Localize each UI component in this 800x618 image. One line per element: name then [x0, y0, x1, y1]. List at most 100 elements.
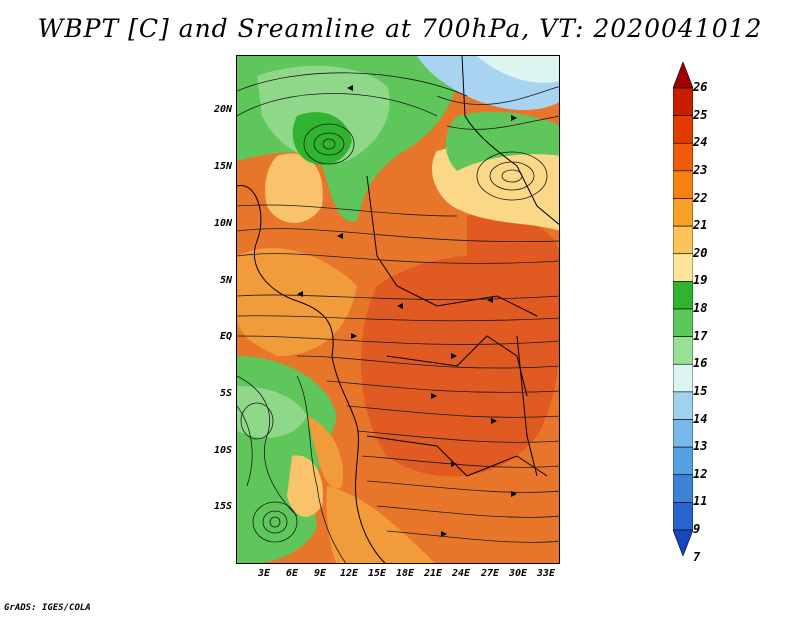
streamline: [386, 530, 559, 543]
streamline: [237, 93, 438, 117]
colorbar-label: 7: [693, 549, 701, 564]
colorbar-segment: [673, 336, 693, 365]
streamline-arrow: [511, 491, 517, 497]
streamline: [361, 455, 559, 468]
atlantic-coastline: [237, 185, 386, 563]
colorbar-label: 24: [693, 135, 708, 150]
streamline-arrow: [431, 393, 437, 399]
vortex-southwest: [252, 501, 298, 543]
vortex-northeast: [476, 151, 548, 201]
colorbar-label: 18: [693, 301, 708, 315]
central-border-a: [366, 175, 538, 317]
colorbar-segment: [673, 87, 693, 116]
colorbar-label: 21: [693, 218, 708, 233]
colorbar-segment: [673, 391, 693, 420]
colorbar: [673, 62, 693, 556]
northeast-border: [461, 56, 559, 225]
streamline-arrow: [397, 303, 403, 309]
streamline: [436, 86, 559, 105]
colorbar-segment: [673, 170, 693, 199]
colorbar-bottom-arrow: [673, 529, 693, 556]
lon-label-12e: 12E: [339, 568, 359, 579]
lat-label-20n: 20N: [213, 104, 232, 115]
colorbar-label: 13: [693, 439, 708, 454]
colorbar-segment: [673, 253, 693, 282]
map-title: WBPT [C] and Sreamline at 700hPa, VT: 20…: [37, 14, 763, 43]
colorbar-segment: [673, 198, 693, 227]
southern-border: [366, 435, 548, 477]
field-west-warm-zone: [237, 247, 357, 356]
streamline: [237, 405, 253, 487]
streamline: [237, 335, 559, 345]
vortex-west: [240, 402, 274, 440]
streamline-arrow: [441, 531, 447, 537]
streamline: [296, 355, 559, 369]
lat-label-15s: 15S: [213, 501, 232, 512]
lat-label-eq: EQ: [219, 331, 232, 342]
map-canvas: [237, 56, 559, 563]
field-core-zone: [360, 255, 559, 477]
colorbar-label: 14: [693, 411, 708, 426]
streamline: [237, 253, 559, 264]
streamline-arrow: [491, 418, 497, 424]
vortex-north-core: [322, 138, 336, 150]
vortex-north: [303, 123, 355, 165]
lon-label-6e: 6E: [285, 568, 299, 579]
streamline: [366, 480, 559, 493]
lon-label-18e: 18E: [395, 568, 415, 579]
wbpt-streamline-map: [236, 55, 560, 564]
colorbar-segment: [673, 419, 693, 448]
lat-label-10s: 10S: [213, 445, 232, 456]
streamline-arrow: [511, 115, 517, 121]
streamline-arrow: [347, 85, 353, 91]
colorbar-label: 22: [693, 190, 708, 205]
vortex-northeast-inner: [489, 161, 535, 191]
streamline-arrow: [337, 233, 343, 239]
field-ne-green-zone: [445, 111, 559, 171]
field-south-warm-zone: [326, 486, 435, 563]
field-sw-light-green: [237, 386, 307, 438]
lon-label-21e: 21E: [423, 568, 443, 579]
vortex-northeast-core: [501, 169, 523, 183]
streamline: [446, 115, 559, 130]
colorbar-segment: [673, 308, 693, 337]
lon-label-30e: 30E: [508, 568, 528, 579]
streamline-arrow: [487, 297, 493, 303]
streamline: [356, 430, 559, 443]
field-sea-pale-zone: [477, 56, 559, 83]
colorbar-segment: [673, 363, 693, 393]
field-sw-warm-zone: [307, 416, 343, 489]
streamline: [326, 380, 559, 393]
coastlines-borders: [237, 56, 559, 563]
streamline-arrow: [297, 291, 303, 297]
lon-label-27e: 27E: [480, 568, 500, 579]
colorbar-label: 11: [693, 494, 708, 509]
streamline: [237, 204, 458, 217]
colorbar-segment: [673, 142, 693, 172]
streamline: [376, 505, 559, 518]
streamline-arrows: [297, 85, 517, 537]
vortex-north-inner: [313, 132, 345, 156]
lat-label-10n: 10N: [213, 218, 232, 229]
streamlines: [237, 72, 559, 563]
lon-label-24e: 24E: [451, 568, 471, 579]
great-lakes-border: [516, 335, 538, 477]
colorbar-segment: [673, 502, 693, 531]
streamline-arrow: [451, 461, 457, 467]
lat-label-5n: 5N: [219, 275, 232, 286]
colorbar-segment: [673, 474, 693, 503]
streamline: [237, 72, 468, 97]
colorbar-segment: [673, 281, 693, 310]
colorbar-label: 19: [693, 273, 708, 288]
colorbar-label: 25: [693, 107, 708, 122]
lon-label-3e: 3E: [257, 568, 271, 579]
vortex-southwest-inner: [262, 510, 288, 534]
colorbar-label: 23: [693, 162, 708, 177]
lat-label-15n: 15N: [213, 161, 232, 172]
colorbar-segment: [673, 115, 693, 144]
colorbar-label: 17: [693, 328, 708, 343]
lon-label-33e: 33E: [536, 568, 556, 579]
streamline-arrow: [451, 353, 457, 359]
lon-label-9e: 9E: [313, 568, 327, 579]
streamline-arrow: [351, 333, 357, 339]
